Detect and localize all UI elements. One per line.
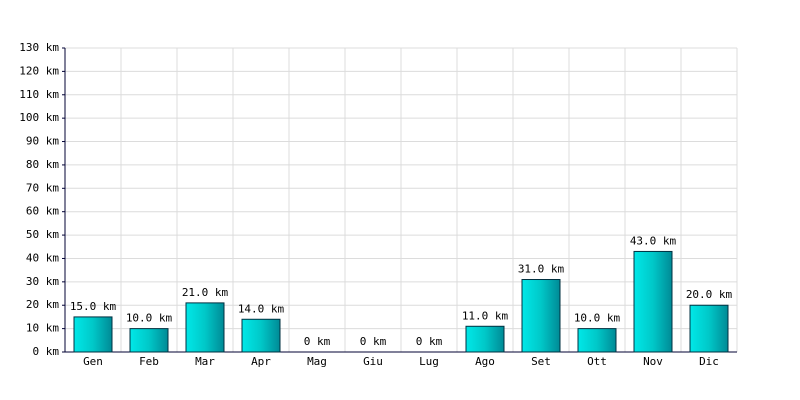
y-tick-label: 100 km (19, 111, 59, 124)
value-label: 43.0 km (630, 234, 677, 247)
x-tick-label: Mar (195, 355, 215, 368)
bar (465, 325, 505, 353)
y-tick-label: 130 km (19, 41, 59, 54)
x-tick-label: Gen (83, 355, 103, 368)
bar (185, 302, 225, 353)
value-label: 0 km (416, 335, 443, 348)
bar (73, 316, 113, 353)
value-label: 31.0 km (518, 263, 565, 276)
value-label: 10.0 km (574, 312, 621, 325)
bar (241, 318, 281, 353)
value-label: 15.0 km (70, 300, 117, 313)
bar (689, 304, 729, 353)
y-tick-label: 70 km (26, 181, 59, 194)
bar (129, 328, 169, 353)
value-label: 10.0 km (126, 312, 173, 325)
y-tick-label: 110 km (19, 88, 59, 101)
y-tick-label: 50 km (26, 228, 59, 241)
x-tick-label: Ott (587, 355, 607, 368)
x-tick-label: Ago (475, 355, 495, 368)
y-tick-label: 90 km (26, 135, 59, 148)
y-tick-label: 20 km (26, 298, 59, 311)
bar (577, 328, 617, 353)
x-tick-label: Set (531, 355, 551, 368)
x-tick-label: Feb (139, 355, 159, 368)
x-tick-label: Nov (643, 355, 663, 368)
y-tick-label: 0 km (33, 345, 60, 358)
y-tick-label: 80 km (26, 158, 59, 171)
bar (633, 250, 673, 353)
y-tick-label: 60 km (26, 205, 59, 218)
value-label: 14.0 km (238, 302, 285, 315)
x-tick-label: Lug (419, 355, 439, 368)
value-label: 11.0 km (462, 309, 509, 322)
y-tick-label: 30 km (26, 275, 59, 288)
y-tick-label: 120 km (19, 64, 59, 77)
x-tick-label: Giu (363, 355, 383, 368)
y-tick-label: 40 km (26, 251, 59, 264)
value-label: 21.0 km (182, 286, 229, 299)
value-label: 20.0 km (686, 288, 733, 301)
x-tick-label: Mag (307, 355, 327, 368)
y-tick-label: 10 km (26, 322, 59, 335)
x-tick-label: Dic (699, 355, 719, 368)
bar (521, 279, 561, 353)
x-tick-label: Apr (251, 355, 271, 368)
value-label: 0 km (360, 335, 387, 348)
value-label: 0 km (304, 335, 331, 348)
